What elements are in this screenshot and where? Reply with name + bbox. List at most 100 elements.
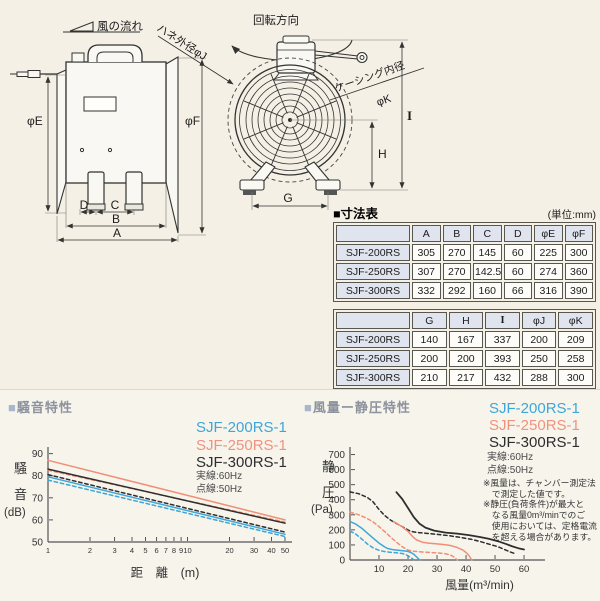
x-tick-label: 10	[183, 546, 191, 555]
intake-flange	[56, 69, 67, 215]
blade-od-label: ハネ外径φJ	[154, 22, 209, 63]
guard-spoke	[296, 100, 337, 118]
dim-phiF-label: φF	[185, 114, 200, 128]
x-tick-label: 30	[432, 564, 443, 575]
noise-ylabel-1: 騒	[14, 461, 28, 476]
legend-item: SJF-250RS-1	[489, 417, 580, 434]
dimension-value: 200	[448, 350, 484, 367]
y-tick-label: 100	[328, 540, 345, 551]
column-header: φE	[534, 225, 563, 242]
dim-A-label: A	[113, 226, 121, 240]
model-name: SJF-200RS	[336, 331, 410, 348]
pressure-legend: SJF-200RS-1 SJF-250RS-1 SJF-300RS-1	[489, 400, 580, 451]
dimension-value: 292	[442, 282, 471, 299]
text-line: 点線:50Hz	[487, 464, 534, 476]
x-tick-label: 8	[172, 546, 176, 555]
pressure-notes: ※風量は、チャンバー測定法 で測定した値です。 ※静圧(負荷条件)が最大と なる風…	[483, 478, 597, 542]
dimension-value: 305	[412, 244, 441, 261]
name-plate	[83, 96, 117, 112]
series-line	[349, 530, 415, 561]
y-tick-label: 0	[339, 556, 345, 567]
x-tick-label: 9	[179, 546, 183, 555]
unit-note: (単位:mm)	[547, 209, 596, 221]
x-tick-label: 3	[112, 546, 116, 555]
casing-id-leader	[329, 67, 425, 101]
dimension-value: 300	[564, 244, 593, 261]
casing-id-symbol: φK	[375, 93, 393, 109]
series-line	[47, 476, 286, 536]
y-tick-label: 700	[328, 450, 345, 461]
y-tick-label: 80	[32, 471, 44, 482]
column-header: I	[485, 312, 520, 329]
dim-C-label: C	[111, 198, 120, 212]
front-view-diagram: 回転方向	[154, 13, 425, 210]
stand-legs	[239, 161, 341, 195]
noise-chart: 50 60 70 80 90 1 2 3 4 5 6 7 8 9 10 20 30 40 50	[32, 447, 292, 555]
column-header: H	[448, 312, 484, 329]
side-view-diagram: 風の流れ	[10, 19, 206, 243]
text-line: 実線:60Hz	[196, 471, 243, 482]
dimension-value: 160	[473, 282, 502, 299]
series-line	[349, 491, 517, 555]
y-tick-label: 90	[32, 449, 44, 460]
dimension-value: 200	[412, 350, 447, 367]
model-name: SJF-250RS	[336, 350, 410, 367]
carry-handle	[87, 44, 143, 62]
x-tick-label: 40	[461, 564, 472, 575]
wind-flow-arrow	[63, 21, 140, 33]
wind-flow-label: 風の流れ	[97, 19, 143, 33]
legend-item: SJF-200RS-1	[196, 419, 287, 436]
column-header	[336, 312, 410, 329]
pressure-ylabel-2: 圧	[322, 485, 336, 500]
dimension-value: 288	[521, 369, 557, 386]
model-name: SJF-300RS	[336, 369, 410, 386]
column-header: A	[412, 225, 441, 242]
y-tick-label: 60	[32, 515, 44, 526]
y-tick-label: 70	[32, 493, 44, 504]
legend-item: SJF-300RS-1	[196, 454, 287, 471]
dimension-value: 145	[473, 244, 502, 261]
y-tick-label: 300	[328, 510, 345, 521]
pressure-ylabel-unit: (Pa)	[311, 504, 333, 516]
blade-od-leader	[157, 35, 234, 85]
x-tick-label: 10	[374, 564, 385, 575]
title-marker: ■	[8, 400, 17, 415]
noise-xlabel: 距 離 (m)	[130, 566, 200, 580]
column-header	[336, 225, 410, 242]
technical-drawings: 風の流れ	[10, 13, 425, 243]
dimension-value: 390	[564, 282, 593, 299]
column-header: G	[412, 312, 447, 329]
noise-line-key: 実線:60Hz 点線:50Hz	[196, 471, 242, 496]
x-tick-label: 30	[250, 546, 258, 555]
dimension-value: 393	[485, 350, 520, 367]
dimension-value: 337	[485, 331, 520, 348]
dimension-value: 142.5	[473, 263, 502, 280]
text-line: なる風量0m³/minでのご	[483, 510, 586, 521]
text-line: 点線:50Hz	[196, 483, 243, 495]
text-line: を超える場合があります。	[483, 531, 597, 542]
dimension-value: 250	[521, 350, 557, 367]
column-header: C	[473, 225, 502, 242]
x-tick-label: 40	[267, 546, 275, 555]
dimension-value: 200	[521, 331, 557, 348]
table-title: ■寸法表	[333, 207, 379, 221]
dimension-value: 140	[412, 331, 447, 348]
x-tick-label: 7	[164, 546, 168, 555]
y-tick-label: 400	[328, 495, 345, 506]
series-line	[392, 520, 473, 561]
model-name: SJF-300RS	[336, 282, 410, 299]
dimension-value: 60	[503, 263, 532, 280]
noise-chart-title: ■騒音特性	[8, 400, 73, 415]
charts-panel	[0, 389, 600, 601]
title-marker: ■	[304, 400, 313, 415]
guard-spoke	[292, 126, 310, 167]
dimension-value: 217	[448, 369, 484, 386]
noise-ylabel-unit: (dB)	[4, 507, 26, 519]
series-line	[47, 479, 286, 538]
x-tick-label: 2	[88, 546, 92, 555]
guard-spoke	[270, 126, 288, 167]
